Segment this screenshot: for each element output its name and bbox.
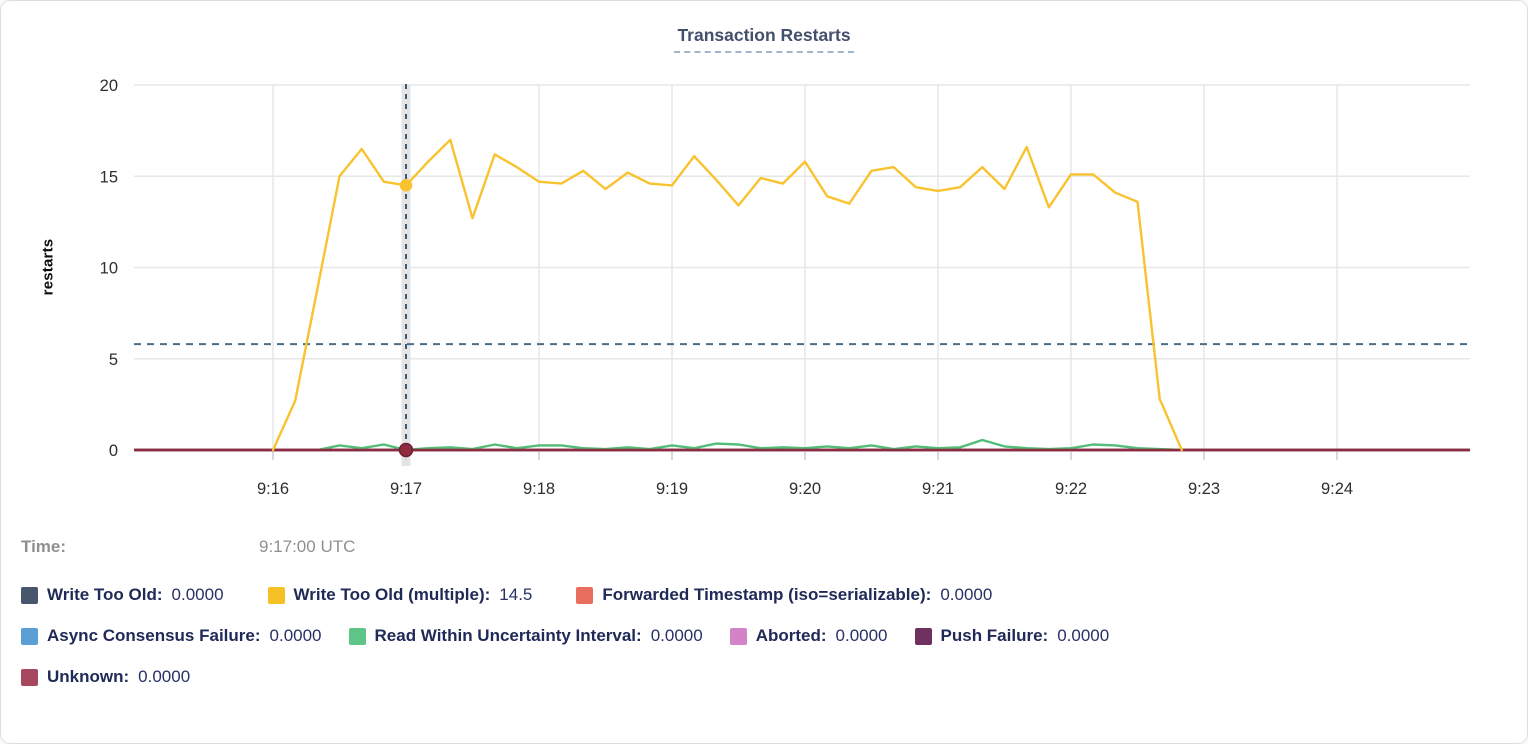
x-tick-label: 9:19 [656,480,688,498]
legend-label: Write Too Old (multiple): [293,585,491,604]
legend-item-push-failure: Push Failure: 0.0000 [914,626,1110,646]
time-label: Time: [21,537,67,556]
legend-item-write-too-old-multiple: Write Too Old (multiple): 14.5 [267,585,533,605]
legend-value: 14.5 [499,585,533,604]
legend-value: 0.0000 [940,585,993,604]
legend-value: 0.0000 [650,626,703,645]
legend-label: Unknown: [47,667,130,686]
legend-label: Write Too Old: [47,585,163,604]
series-read-within-uncertainty-interval [316,438,1184,452]
x-tick-label: 9:23 [1188,480,1220,498]
legend-value: 0.0000 [138,667,191,686]
legend-row: Async Consensus Failure: 0.0000 Read Withi… [21,626,1517,646]
y-tick-label: 0 [109,442,118,460]
x-tick-label: 9:17 [390,480,422,498]
legend-item-write-too-old: Write Too Old: 0.0000 [21,585,224,605]
legend-value: 0.0000 [835,626,888,645]
legend-value: 0.0000 [171,585,224,604]
legend-swatch-read-within-uncertainty-interval [348,627,366,645]
transaction-restarts-chart[interactable]: 0 5 10 15 20 9:16 9:17 9:18 9:19 9:20 9:21 9:22 9:23… [1,1,1527,521]
legend-swatch-aborted [729,627,747,645]
hover-marker [398,442,414,458]
x-tick-label: 9:21 [922,480,954,498]
tooltip-time-row: Time: 9:17:00 UTC [1,537,1527,563]
legend-row: Unknown: 0.0000 [21,667,1517,687]
legend-item-async-consensus-failure: Async Consensus Failure: 0.0000 [21,626,322,646]
legend-label: Read Within Uncertainty Interval: [374,626,642,645]
legend-value: 0.0000 [1057,626,1110,645]
legend-item-forwarded-timestamp-iso-serializable: Forwarded Timestamp (iso=serializable): 0… [576,585,992,605]
legend-label: Forwarded Timestamp (iso=serializable): [602,585,932,604]
y-tick-label: 15 [100,168,118,186]
chart-legend: Write Too Old: 0.0000 Write Too Old (multi… [21,585,1517,708]
x-tick-label: 9:18 [523,480,555,498]
legend-swatch-push-failure [914,627,932,645]
x-tick-label: 9:24 [1321,480,1353,498]
legend-label: Aborted: [755,626,827,645]
x-tick-label: 9:16 [257,480,289,498]
chart-title-wrap: Transaction Restarts [1,25,1527,53]
y-axis-label: restarts [39,238,57,296]
legend-swatch-async-consensus-failure [21,627,38,645]
series-write-too-old-multiple- [271,138,1184,452]
time-value: 9:17:00 UTC [259,537,356,556]
legend-label: Push Failure: [940,626,1049,645]
x-tick-label: 9:22 [1055,480,1087,498]
legend-value: 0.0000 [269,626,322,645]
y-tick-label: 10 [100,260,118,278]
legend-item-aborted: Aborted: 0.0000 [729,626,888,646]
legend-swatch-unknown [21,668,38,686]
legend-swatch-forwarded-timestamp-iso-serializable [576,586,594,604]
x-tick-label: 9:20 [789,480,821,498]
legend-item-unknown: Unknown: 0.0000 [21,667,190,687]
hover-marker [399,179,413,192]
y-tick-label: 5 [109,351,118,369]
y-tick-label: 20 [100,77,118,95]
legend-row: Write Too Old: 0.0000 Write Too Old (multi… [21,585,1517,605]
chart-title[interactable]: Transaction Restarts [674,25,854,53]
legend-label: Async Consensus Failure: [47,626,261,645]
legend-swatch-write-too-old-multiple [267,586,285,604]
legend-item-read-within-uncertainty-interval: Read Within Uncertainty Interval: 0.0000 [348,626,703,646]
legend-swatch-write-too-old [21,586,38,604]
